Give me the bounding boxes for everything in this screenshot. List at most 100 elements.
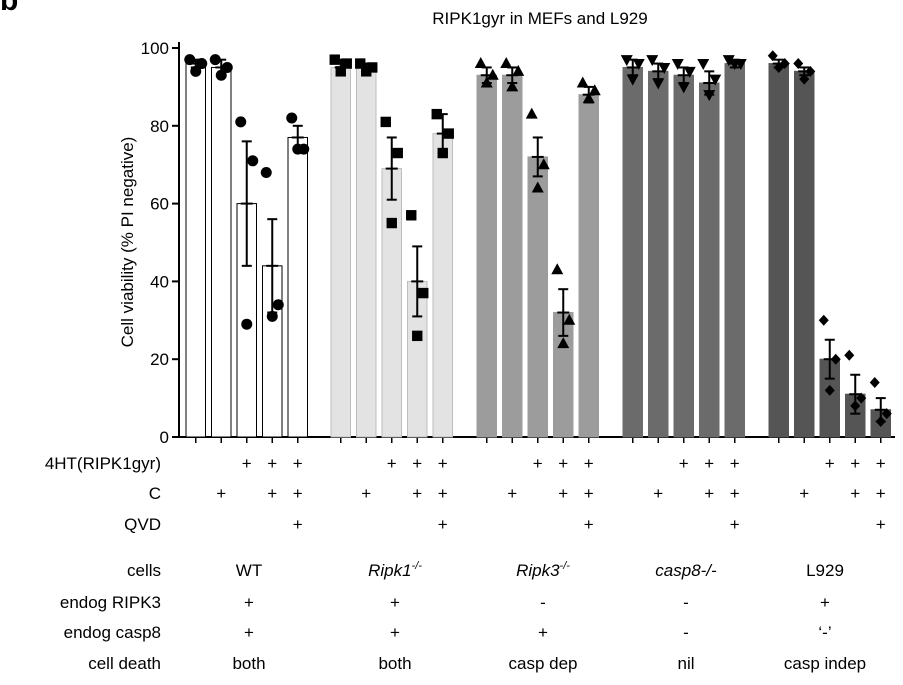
data-point (844, 349, 855, 361)
treatment-mark: + (730, 454, 740, 473)
treatment-row-label: C (149, 484, 161, 503)
genotype-superscript: -/- (412, 560, 423, 572)
data-point (247, 155, 259, 167)
bar (768, 63, 789, 438)
info-cell: + (390, 593, 400, 612)
treatment-row-label: 4HT(RIPK1gyr) (45, 454, 161, 473)
treatment-mark: + (361, 484, 371, 503)
y-tick-label: 20 (150, 350, 169, 369)
data-point (563, 313, 576, 325)
info-cell: - (540, 593, 546, 612)
chart-title: RIPK1gyr in MEFs and L929 (432, 9, 647, 28)
bar (356, 66, 377, 438)
bar (673, 74, 694, 438)
data-point (652, 78, 665, 90)
bars (185, 63, 891, 438)
panel-label: b (0, 0, 19, 17)
data-point (512, 64, 525, 76)
data-point (576, 76, 589, 88)
treatment-mark: + (216, 484, 226, 503)
data-point (869, 377, 880, 389)
data-point (658, 62, 671, 74)
bar (381, 168, 402, 438)
data-point (557, 337, 570, 349)
bar (648, 70, 669, 438)
data-point (184, 54, 196, 66)
data-point (500, 57, 513, 69)
info-row-label: endog RIPK3 (60, 593, 161, 612)
data-point (235, 116, 247, 128)
bar (330, 66, 351, 438)
info-cell: casp indep (784, 654, 866, 673)
treatment-mark: + (799, 484, 809, 503)
treatment-mark: + (679, 454, 689, 473)
treatment-mark: + (438, 454, 448, 473)
data-point (190, 65, 202, 77)
error-bars (189, 58, 887, 423)
y-tick-label: 80 (150, 117, 169, 136)
data-point (620, 55, 633, 67)
data-point (683, 66, 696, 78)
treatment-mark: + (242, 454, 252, 473)
info-cell: + (538, 623, 548, 642)
treatment-table: 4HT(RIPK1gyr) + + + + + + + + + + + + + + + C + + + + + + + + + + +… (45, 454, 886, 534)
data-point (697, 59, 710, 71)
data-point (266, 310, 278, 322)
data-point (506, 80, 519, 92)
data-point (588, 84, 601, 96)
bar (622, 66, 643, 438)
treatment-row-label: QVD (124, 515, 161, 534)
treatment-mark: + (267, 484, 277, 503)
data-point (551, 263, 564, 275)
data-point (380, 116, 391, 128)
treatment-mark: + (876, 515, 886, 534)
data-point (709, 74, 722, 86)
treatment-mark: + (704, 484, 714, 503)
data-point (392, 147, 403, 159)
data-point (677, 82, 690, 94)
treatment-mark: + (412, 454, 422, 473)
bar (724, 63, 745, 438)
treatment-mark: + (412, 484, 422, 503)
data-point (329, 54, 340, 65)
treatment-mark: + (584, 515, 594, 534)
data-point (671, 59, 684, 71)
bar (794, 70, 815, 438)
info-row-label: cell death (88, 654, 161, 673)
treatment-mark: + (558, 454, 568, 473)
y-tick-label: 60 (150, 195, 169, 214)
treatment-mark: + (704, 454, 714, 473)
treatment-mark: + (293, 454, 303, 473)
data-point (856, 392, 867, 404)
data-point (767, 50, 778, 62)
data-point (799, 73, 810, 85)
data-point (525, 107, 538, 119)
bar (502, 74, 523, 438)
bar (287, 136, 308, 438)
treatment-mark: + (533, 454, 543, 473)
data-point (260, 166, 272, 178)
treatment-mark: + (825, 454, 835, 473)
info-cell: + (390, 623, 400, 642)
data-point (209, 54, 221, 66)
treatment-mark: + (876, 454, 886, 473)
info-cell: + (244, 623, 254, 642)
y-tick-label: 0 (160, 428, 169, 447)
info-cell: casp dep (509, 654, 578, 673)
info-cell: both (232, 654, 265, 673)
bar (476, 74, 497, 438)
treatment-mark: + (293, 484, 303, 503)
treatment-mark: + (850, 454, 860, 473)
y-tick-label: 100 (141, 39, 169, 58)
treatment-mark: + (730, 484, 740, 503)
treatment-mark: + (653, 484, 663, 503)
data-point (537, 158, 550, 170)
data-point (286, 112, 298, 124)
bar (432, 133, 453, 438)
data-point (355, 58, 366, 69)
treatment-mark: + (438, 515, 448, 534)
data-point (341, 58, 352, 69)
treatment-mark: + (850, 484, 860, 503)
data-point (474, 57, 487, 69)
info-cell: ‘-’ (818, 623, 831, 642)
